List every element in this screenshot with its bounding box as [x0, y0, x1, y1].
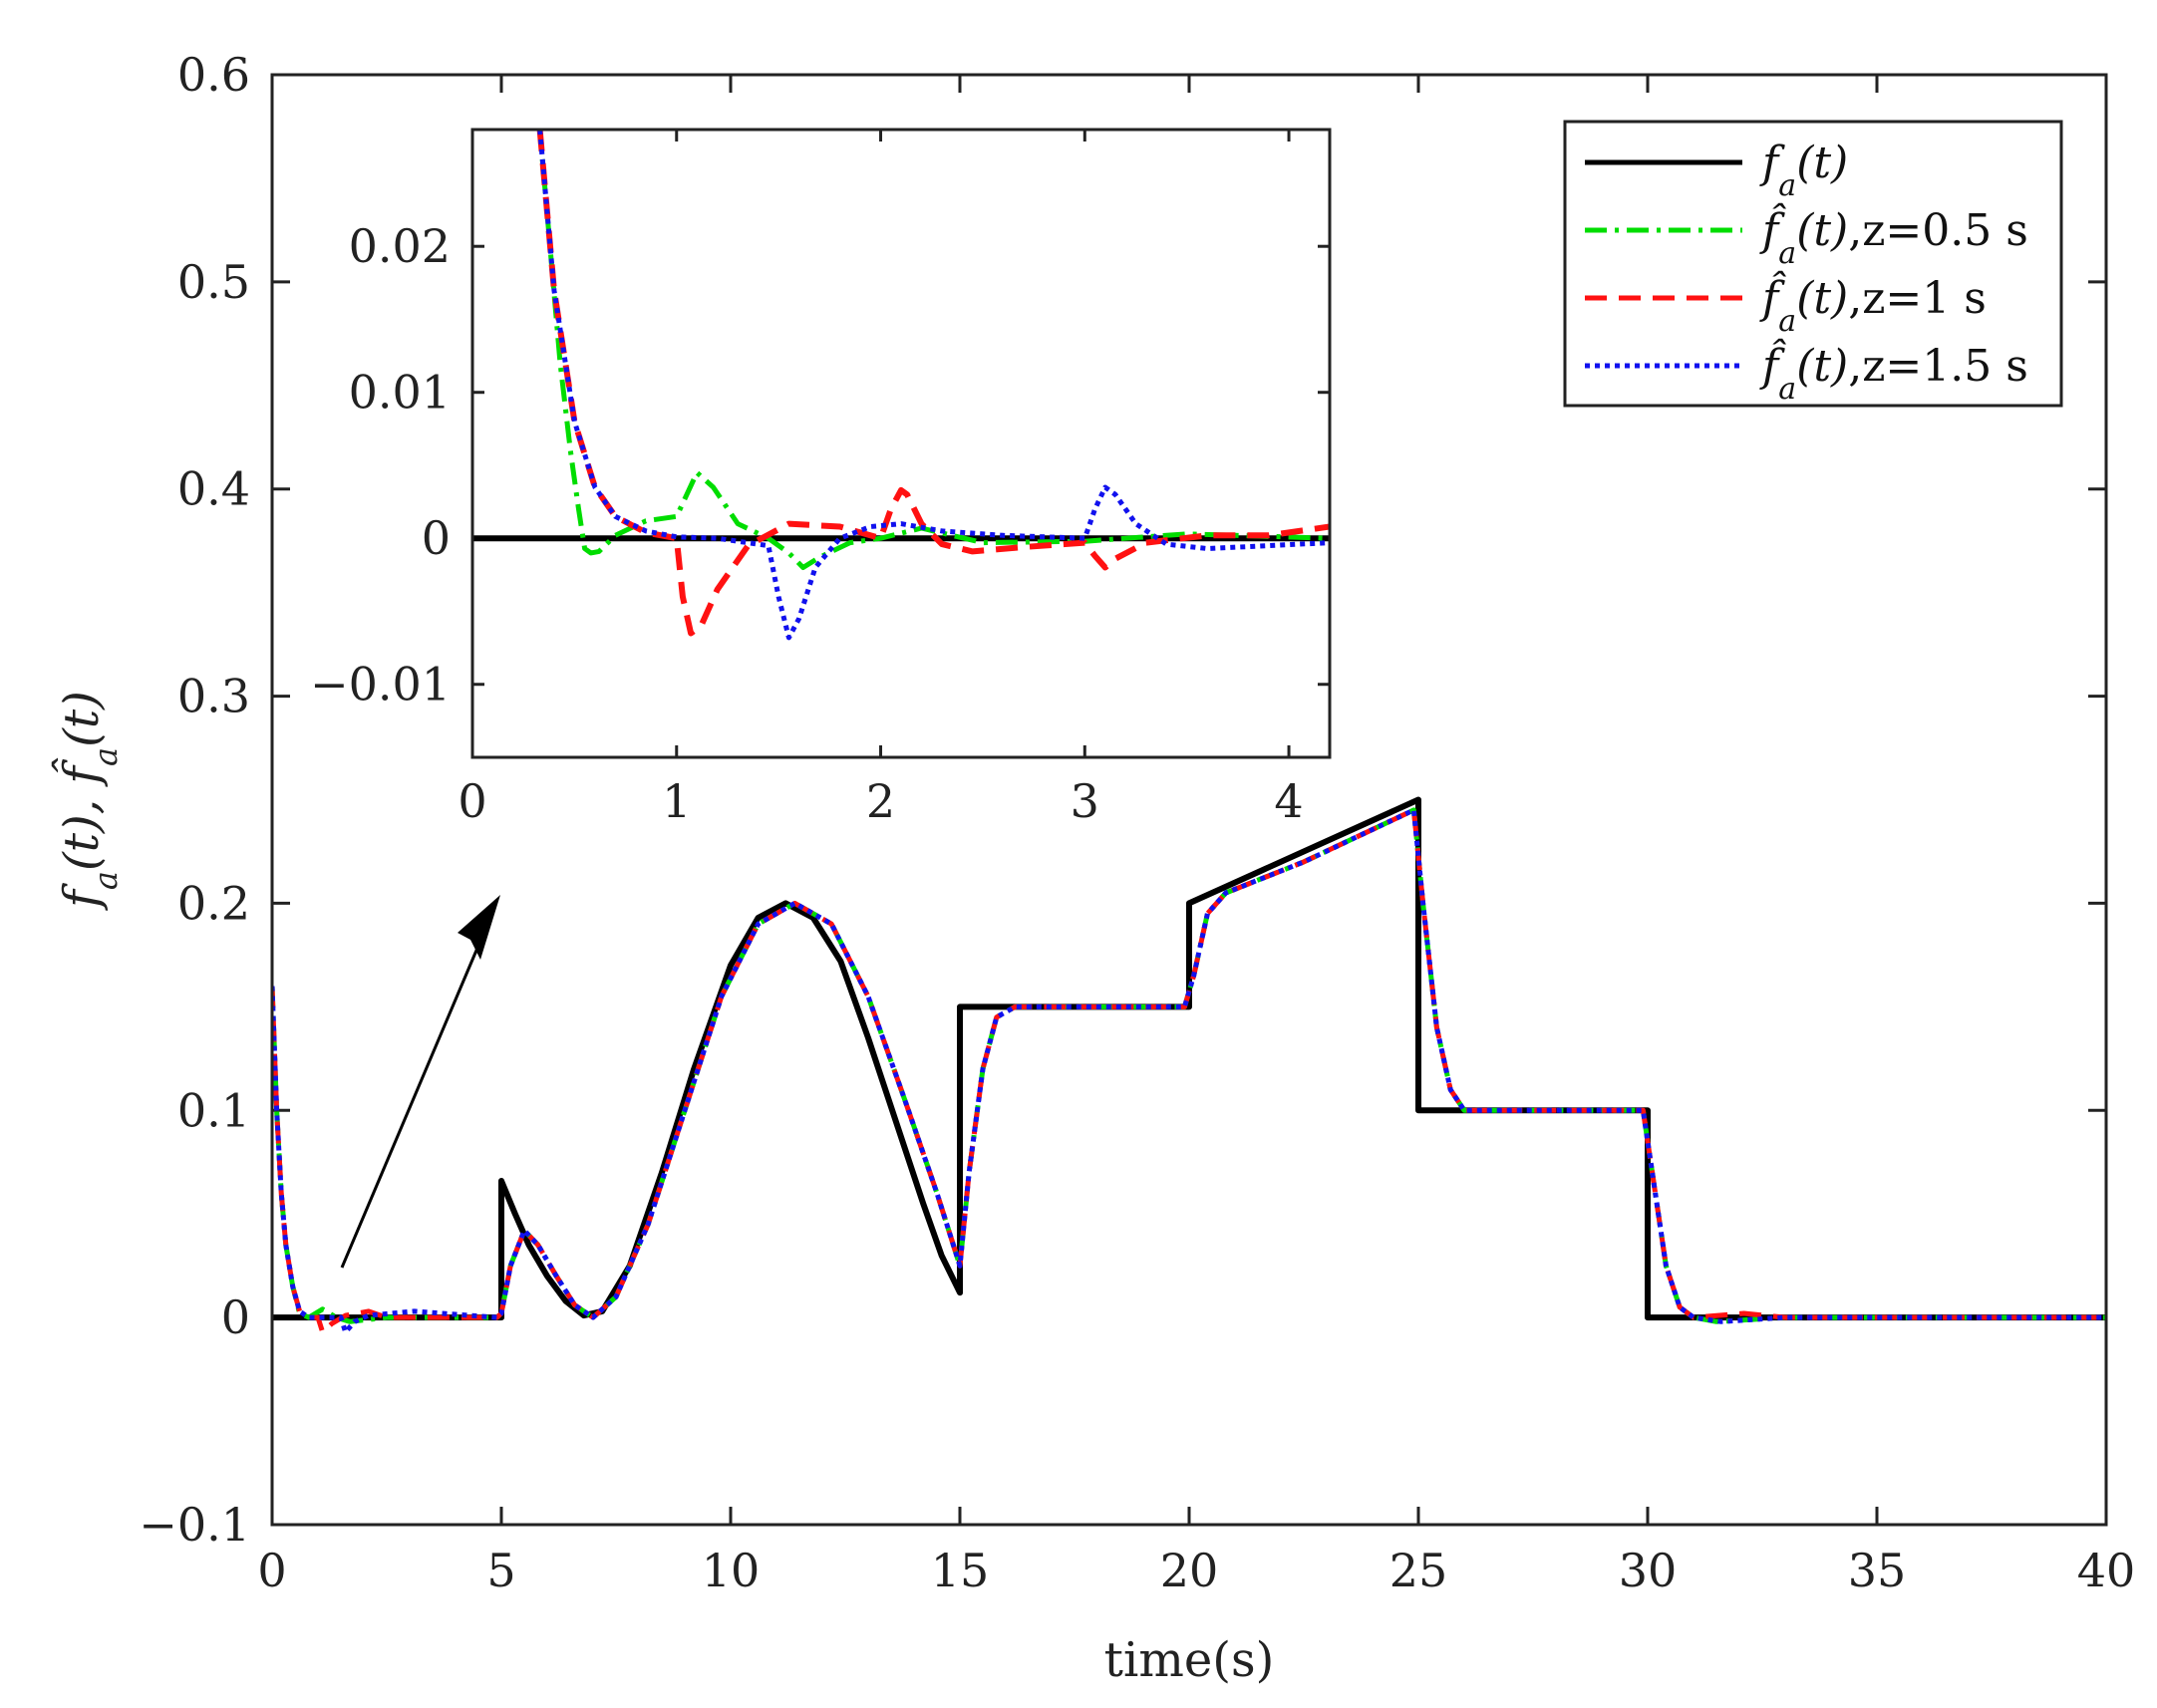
x-tick-label: 40 [2077, 1544, 2136, 1597]
series-line-0 [272, 796, 2106, 1321]
main-axes: 0 5 10 15 20 25 30 35 40−0.100.10.20.30.40.50.6 … [51, 48, 2136, 1688]
y-axis-label-sub-a: a [87, 871, 125, 890]
y-tick-label: 0 [422, 511, 451, 565]
zoom-arrow [340, 895, 500, 1269]
x-tick-label: 15 [931, 1544, 990, 1597]
x-tick-label: 3 [1071, 774, 1099, 828]
x-tick-label: 0 [257, 1544, 286, 1597]
main-series [272, 796, 2106, 1335]
inset-frame [470, 128, 1332, 759]
main-frame [270, 73, 2108, 1527]
y-tick-label: −0.01 [310, 658, 451, 712]
x-axis-label: time(s) [1104, 1632, 1275, 1688]
y-tick-label: 0.6 [177, 48, 250, 102]
inset-axes: 0 1 2 3 4 −0.01 0 0.01 0.02 [310, 128, 1332, 828]
x-tick-label: 20 [1160, 1544, 1219, 1597]
x-tick-label: 35 [1848, 1544, 1907, 1597]
y-tick-label: 0.4 [177, 462, 250, 516]
y-tick-label: 0.02 [349, 219, 451, 273]
x-tick-label: 4 [1274, 774, 1303, 828]
x-tick-label: 1 [662, 774, 691, 828]
series-line-1 [537, 130, 1330, 570]
y-tick-label: 0.3 [177, 670, 250, 723]
x-tick-label: 30 [1619, 1544, 1678, 1597]
legend: fa(t) f̂a(t),z=0.5 s f̂a(t),z=1 s f̂a(t)… [1563, 120, 2063, 408]
y-tick-label: 0.5 [177, 255, 250, 309]
x-tick-label: 2 [866, 774, 895, 828]
y-tick-label: 0.01 [349, 366, 451, 420]
y-tick-label: 0.1 [177, 1083, 250, 1137]
inset-ticks: 0 1 2 3 4 −0.01 0 0.01 0.02 [310, 130, 1330, 828]
x-tick-label: 0 [458, 774, 486, 828]
y-tick-label: 0.2 [177, 876, 250, 930]
y-tick-label: −0.1 [139, 1498, 250, 1552]
series-line-3 [537, 130, 1330, 641]
x-tick-label: 5 [486, 1544, 515, 1597]
inset-series [472, 130, 1330, 641]
series-line-3 [272, 807, 2106, 1335]
x-tick-label: 25 [1389, 1544, 1448, 1597]
main-ticks: 0 5 10 15 20 25 30 35 40−0.100.10.20.30.40.50.6 [139, 48, 2135, 1597]
x-tick-label: 10 [702, 1544, 761, 1597]
y-tick-label: 0 [221, 1290, 250, 1344]
series-line-2 [272, 807, 2106, 1335]
